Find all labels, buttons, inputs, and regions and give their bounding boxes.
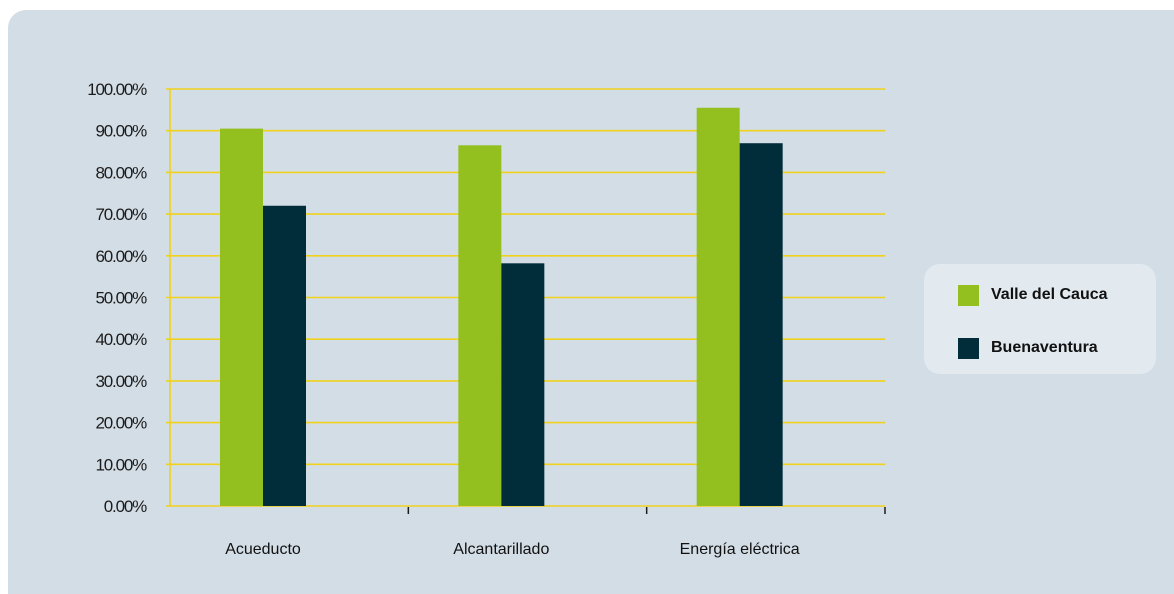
y-tick-label: 20.00% [96, 414, 148, 433]
y-tick-label: 80.00% [96, 163, 148, 182]
legend-item-valle-del-cauca: Valle del Cauca [958, 283, 1108, 307]
bar-buenaventura [263, 205, 306, 506]
chart-legend: Valle del Cauca Buenaventura [924, 264, 1156, 374]
legend-label-valle-del-cauca: Valle del Cauca [991, 286, 1108, 303]
legend-item-buenaventura: Buenaventura [958, 336, 1098, 360]
legend-swatch-valle-del-cauca [958, 284, 979, 306]
legend-swatch-buenaventura [958, 337, 979, 359]
x-category-label: Acueducto [225, 541, 301, 558]
bar-valle-del-cauca [220, 128, 263, 507]
y-tick-label: 30.00% [96, 372, 148, 391]
bar-buenaventura [501, 263, 545, 506]
legend-label-buenaventura: Buenaventura [991, 339, 1098, 356]
y-tick-label: 40.00% [96, 330, 148, 349]
y-tick-label: 10.00% [96, 455, 148, 474]
y-tick-label: 60.00% [96, 247, 148, 266]
bar-valle-del-cauca [458, 145, 502, 507]
y-tick-label: 70.00% [96, 205, 148, 224]
y-tick-label: 50.00% [96, 289, 148, 308]
y-tick-label: 0.00% [104, 497, 147, 516]
x-category-label: Energía eléctrica [680, 541, 800, 558]
y-tick-label: 90.00% [96, 122, 148, 141]
bar-valle-del-cauca [696, 107, 740, 506]
bar-buenaventura [739, 143, 783, 506]
x-category-label: Alcantarillado [453, 541, 549, 558]
y-tick-label: 100.00% [87, 80, 147, 99]
